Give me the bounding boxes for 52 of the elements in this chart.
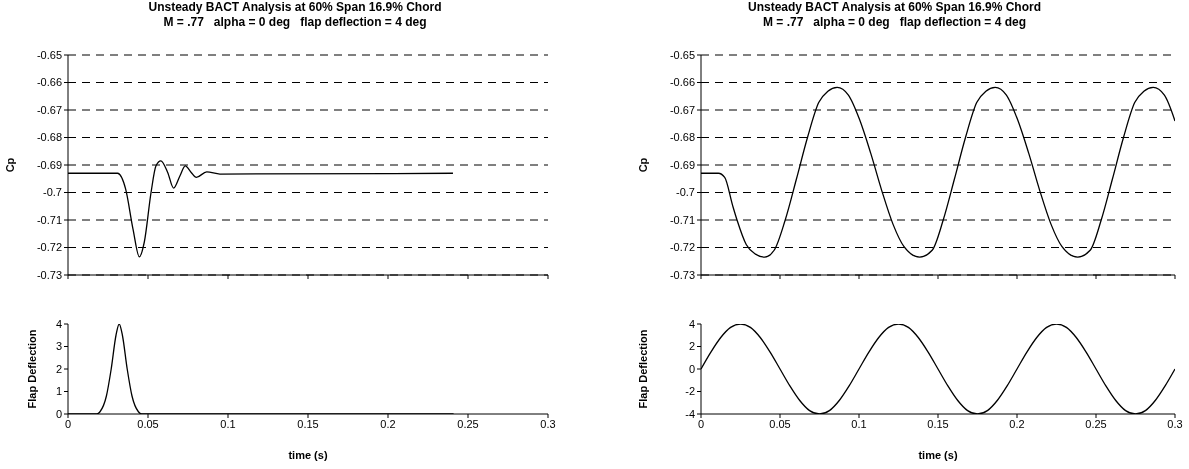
y-tick-label: -0.72 xyxy=(669,241,695,254)
y-tick-label: 0 xyxy=(55,407,62,420)
x-tick-label: 0.1 xyxy=(220,417,236,430)
x-tick-label: 0.15 xyxy=(297,417,319,430)
y-axis-title: Cp xyxy=(3,157,16,173)
x-tick-label: 0.3 xyxy=(1167,417,1183,430)
x-tick-label: 0 xyxy=(64,417,72,430)
chart-title: Unsteady BACT Analysis at 60% Span 16.9% Chord xyxy=(147,0,443,15)
chart-subtitle: M = .77 alpha = 0 deg flap deflection = 4 deg xyxy=(162,15,428,30)
y-tick-label: 3 xyxy=(55,340,62,353)
y-tick-label: -0.67 xyxy=(36,103,62,116)
x-tick-label: 0.15 xyxy=(927,417,949,430)
y-tick-label: 2 xyxy=(688,340,695,353)
x-tick-label: 0.3 xyxy=(540,417,556,430)
y-tick-label: -0.67 xyxy=(669,103,695,116)
y-axis-title: Cp xyxy=(636,157,649,173)
y-tick-label: -0.7 xyxy=(43,186,62,199)
y-tick-label: -4 xyxy=(685,407,695,420)
y-tick-label: -0.69 xyxy=(36,158,62,171)
y-tick-label: -0.65 xyxy=(36,48,62,61)
y-tick-label: 2 xyxy=(55,362,62,375)
x-tick-label: 0.1 xyxy=(851,417,867,430)
x-tick-label: 0.25 xyxy=(1085,417,1107,430)
y-tick-label: -0.72 xyxy=(36,241,62,254)
x-tick-label: 0.05 xyxy=(137,417,159,430)
y-tick-label: 1 xyxy=(55,385,62,398)
y-tick-label: -0.69 xyxy=(669,158,695,171)
x-tick-label: 0.2 xyxy=(1009,417,1025,430)
y-tick-label: -0.65 xyxy=(669,48,695,61)
y-tick-label: -0.66 xyxy=(669,76,695,89)
y-tick-label: -0.7 xyxy=(676,186,695,199)
x-tick-label: 0 xyxy=(697,417,705,430)
y-tick-label: -0.68 xyxy=(36,131,62,144)
y-tick-label: -0.71 xyxy=(36,213,62,226)
y-axis-title: Flap Deflection xyxy=(25,329,38,409)
y-tick-label: -0.73 xyxy=(36,268,62,281)
chart-title: Unsteady BACT Analysis at 60% Span 16.9% Chord xyxy=(747,0,1042,15)
y-tick-label: -2 xyxy=(685,385,695,398)
y-tick-label: -0.73 xyxy=(669,268,695,281)
y-tick-label: 4 xyxy=(55,317,62,330)
x-tick-label: 0.25 xyxy=(457,417,479,430)
chart-subtitle: M = .77 alpha = 0 deg flap deflection = 4 deg xyxy=(761,15,1028,30)
x-tick-label: 0.2 xyxy=(380,417,396,430)
y-tick-label: -0.66 xyxy=(36,76,62,89)
y-tick-label: 0 xyxy=(688,362,695,375)
y-axis-title: Flap Deflection xyxy=(636,329,649,409)
y-tick-label: 4 xyxy=(688,317,695,330)
y-tick-label: -0.68 xyxy=(669,131,695,144)
x-axis-title: time (s) xyxy=(288,449,328,461)
y-tick-label: -0.71 xyxy=(669,213,695,226)
x-axis-title: time (s) xyxy=(918,449,958,461)
x-tick-label: 0.05 xyxy=(769,417,791,430)
